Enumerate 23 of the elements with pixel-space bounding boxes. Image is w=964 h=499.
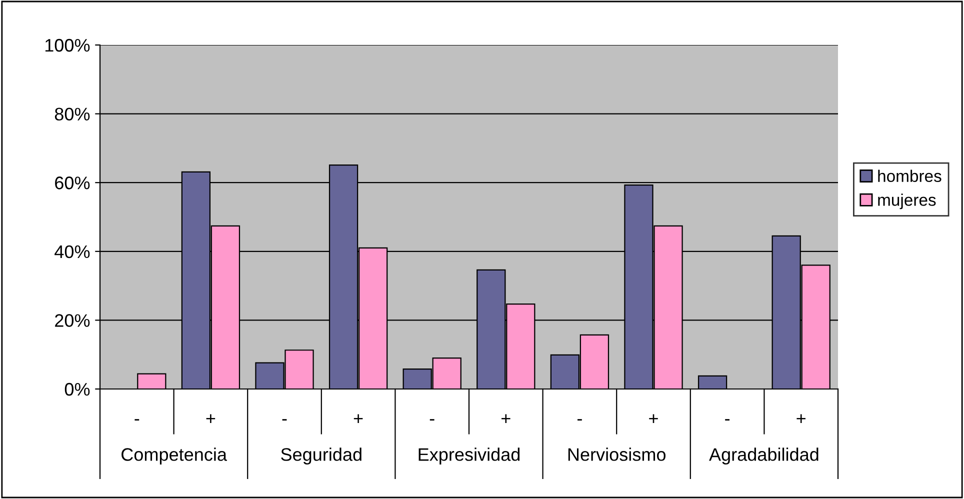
y-tick-label: 40%: [54, 245, 90, 258]
x-tick-label: -: [282, 419, 287, 421]
x-tick-label: +: [649, 414, 658, 424]
x-tick-label: -: [134, 419, 140, 421]
text: Agradabilidad: [709, 448, 818, 464]
y-tick-label: 80%: [54, 108, 90, 121]
y-tick-label: 20%: [55, 314, 90, 327]
x-tick-label: -: [725, 419, 730, 421]
y-tick-label: 60%: [55, 176, 90, 190]
y-tick-label: 0%: [64, 382, 90, 396]
text: Expresividad: [418, 448, 520, 464]
legend-label: mujeres: [878, 194, 936, 210]
x-tick-label: +: [206, 414, 216, 424]
legend-label: hombres: [878, 170, 942, 182]
text: Competencia: [122, 448, 227, 464]
text: Seguridad: [281, 448, 362, 464]
y-tick-label: 100%: [45, 38, 90, 52]
x-tick-label: +: [354, 414, 363, 424]
text: Nerviosismo: [568, 448, 666, 461]
x-tick-label: +: [796, 414, 806, 424]
x-tick-label: -: [430, 419, 434, 421]
x-tick-label: +: [502, 414, 510, 424]
x-tick-label: -: [577, 419, 582, 421]
